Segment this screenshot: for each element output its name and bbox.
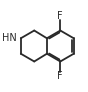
Text: F: F [57, 71, 63, 81]
Text: HN: HN [2, 33, 16, 43]
Text: F: F [57, 11, 63, 21]
